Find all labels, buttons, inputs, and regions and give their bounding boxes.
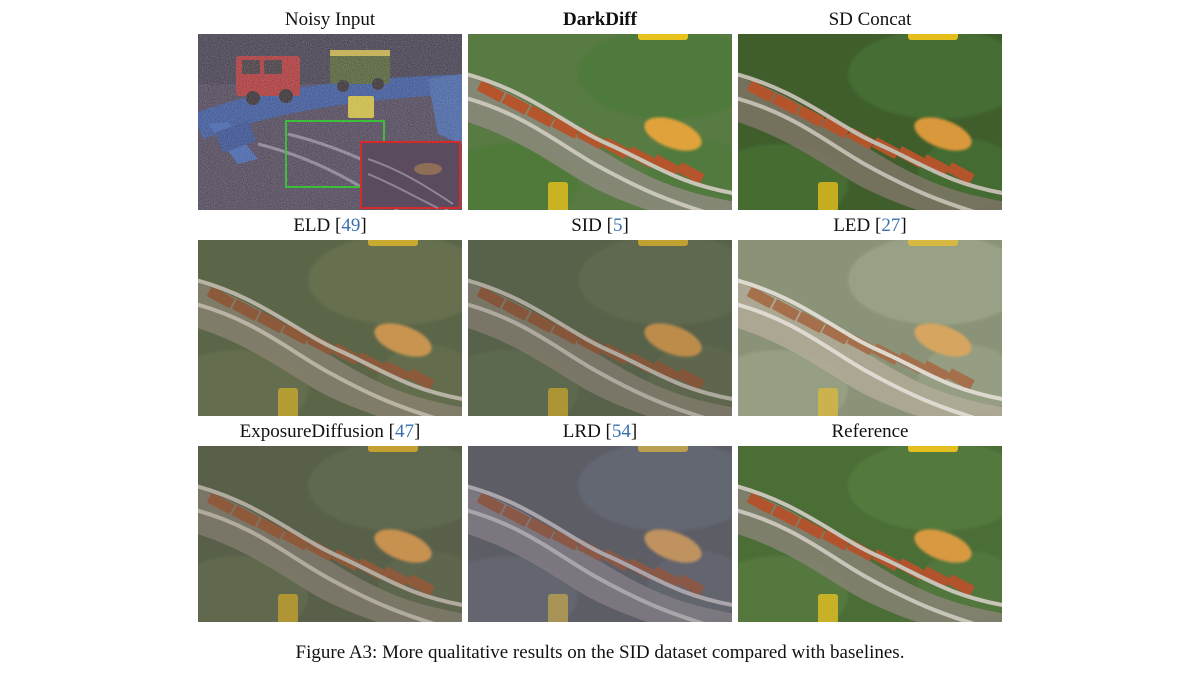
image-lrd xyxy=(468,446,732,622)
label-text: Reference xyxy=(831,421,909,442)
scene-illustration xyxy=(738,240,1002,416)
panel-label-reference: Reference xyxy=(738,420,1002,444)
citation-link[interactable]: 27 xyxy=(881,215,901,236)
scene-illustration xyxy=(198,446,462,622)
figure-caption: Figure A3: More qualitative results on t… xyxy=(295,642,905,663)
label-text: LED [ xyxy=(833,215,882,236)
scene-illustration xyxy=(468,240,732,416)
panel-label-lrd: LRD [54] xyxy=(468,420,732,444)
label-text: Noisy Input xyxy=(284,9,376,30)
scene-illustration xyxy=(738,446,1002,622)
label-text: SID [ xyxy=(571,215,613,236)
citation-link[interactable]: 49 xyxy=(341,215,361,236)
panel-label-eld: ELD [49] xyxy=(198,214,462,238)
scene-illustration xyxy=(738,34,1002,210)
citation-link[interactable]: 5 xyxy=(612,215,623,236)
panel-label-led: LED [27] xyxy=(738,214,1002,238)
label-suffix: ] xyxy=(622,215,629,236)
panel-label-exposure-diffusion: ExposureDiffusion [47] xyxy=(198,420,462,444)
panel-label-sid: SID [5] xyxy=(468,214,732,238)
label-text: ExposureDiffusion [ xyxy=(239,421,395,442)
image-darkdiff xyxy=(468,34,732,210)
scene-illustration xyxy=(198,240,462,416)
image-sid xyxy=(468,240,732,416)
scene-illustration xyxy=(468,34,732,210)
image-noisy-input xyxy=(198,34,462,210)
label-text: ELD [ xyxy=(293,215,342,236)
panel-label-sd-concat: SD Concat xyxy=(738,8,1002,32)
image-reference xyxy=(738,446,1002,622)
citation-link[interactable]: 54 xyxy=(611,421,631,442)
scene-illustration xyxy=(468,446,732,622)
panel-label-noisy-input: Noisy Input xyxy=(198,8,462,32)
label-suffix: ] xyxy=(900,215,907,236)
panel-label-darkdiff: DarkDiff xyxy=(468,8,732,32)
label-text: LRD [ xyxy=(562,421,612,442)
citation-link[interactable]: 47 xyxy=(395,421,414,442)
label-suffix: ] xyxy=(630,421,638,442)
scene-illustration xyxy=(198,34,462,210)
image-sd-concat xyxy=(738,34,1002,210)
image-eld xyxy=(198,240,462,416)
label-text: SD Concat xyxy=(828,9,912,30)
image-led xyxy=(738,240,1002,416)
label-text: DarkDiff xyxy=(563,9,637,30)
image-exposure-diffusion xyxy=(198,446,462,622)
label-suffix: ] xyxy=(414,421,421,442)
label-suffix: ] xyxy=(360,215,367,236)
